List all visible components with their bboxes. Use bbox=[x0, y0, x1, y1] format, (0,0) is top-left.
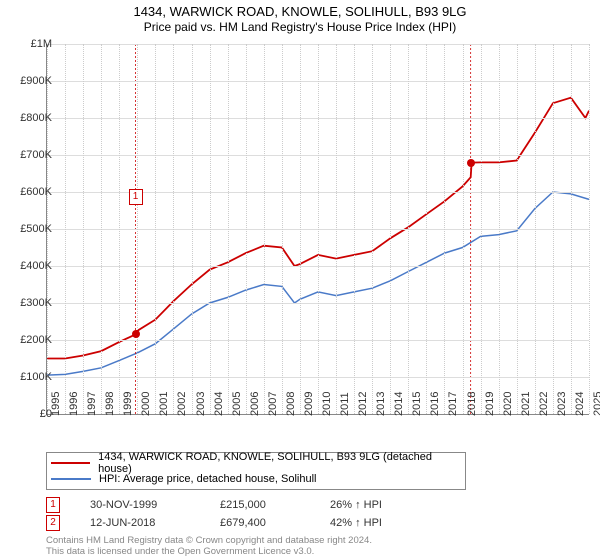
legend-label: 1434, WARWICK ROAD, KNOWLE, SOLIHULL, B9… bbox=[98, 451, 461, 475]
gridline-v bbox=[155, 44, 156, 414]
x-axis-label: 2000 bbox=[140, 392, 152, 416]
gridline-v bbox=[535, 44, 536, 414]
y-axis-label: £200K bbox=[20, 334, 52, 346]
x-axis-label: 2013 bbox=[375, 392, 387, 416]
legend-label: HPI: Average price, detached house, Soli… bbox=[99, 473, 317, 485]
x-axis-label: 2014 bbox=[393, 392, 405, 416]
gridline-v bbox=[499, 44, 500, 414]
gridline-v bbox=[173, 44, 174, 414]
transaction-date: 30-NOV-1999 bbox=[90, 499, 190, 511]
y-axis-label: £400K bbox=[20, 260, 52, 272]
gridline-v bbox=[282, 44, 283, 414]
legend-swatch bbox=[51, 478, 91, 480]
transaction-delta: 42% ↑ HPI bbox=[330, 517, 382, 529]
x-axis-label: 1997 bbox=[86, 392, 98, 416]
y-axis-label: £100K bbox=[20, 371, 52, 383]
x-axis-label: 2010 bbox=[321, 392, 333, 416]
y-axis-label: £800K bbox=[20, 112, 52, 124]
y-axis-label: £300K bbox=[20, 297, 52, 309]
x-axis-label: 2017 bbox=[447, 392, 459, 416]
x-axis-label: 2004 bbox=[213, 392, 225, 416]
x-axis-label: 2024 bbox=[574, 392, 586, 416]
gridline-v bbox=[354, 44, 355, 414]
gridline-v bbox=[408, 44, 409, 414]
transaction-delta: 26% ↑ HPI bbox=[330, 499, 382, 511]
x-axis-label: 2016 bbox=[429, 392, 441, 416]
x-axis-label: 2012 bbox=[357, 392, 369, 416]
transaction-marker: 1 bbox=[46, 497, 60, 513]
x-axis-label: 2011 bbox=[339, 392, 351, 416]
x-axis-label: 2009 bbox=[303, 392, 315, 416]
x-axis-label: 2001 bbox=[158, 392, 170, 416]
gridline-v bbox=[264, 44, 265, 414]
x-axis-label: 2021 bbox=[520, 392, 532, 416]
chart-title-2: Price paid vs. HM Land Registry's House … bbox=[0, 20, 600, 34]
x-axis-label: 2022 bbox=[538, 392, 550, 416]
chart-title-1: 1434, WARWICK ROAD, KNOWLE, SOLIHULL, B9… bbox=[0, 4, 600, 19]
gridline-v bbox=[246, 44, 247, 414]
chart-plot-area: 12 bbox=[46, 44, 589, 415]
gridline-v bbox=[553, 44, 554, 414]
x-axis-label: 2019 bbox=[484, 392, 496, 416]
y-axis-label: £1M bbox=[31, 38, 52, 50]
gridline-v bbox=[426, 44, 427, 414]
y-axis-label: £600K bbox=[20, 186, 52, 198]
x-axis-label: 2006 bbox=[249, 392, 261, 416]
legend: 1434, WARWICK ROAD, KNOWLE, SOLIHULL, B9… bbox=[46, 452, 466, 490]
x-axis-label: 2003 bbox=[195, 392, 207, 416]
gridline-v bbox=[137, 44, 138, 414]
gridline-v bbox=[336, 44, 337, 414]
transaction-table: 1 30-NOV-1999 £215,000 26% ↑ HPI 2 12-JUN-201… bbox=[46, 496, 382, 532]
gridline-v bbox=[589, 44, 590, 414]
gridline-v bbox=[210, 44, 211, 414]
y-axis-label: £900K bbox=[20, 75, 52, 87]
gridline-v bbox=[372, 44, 373, 414]
x-axis-label: 1999 bbox=[122, 392, 134, 416]
footer-attribution: Contains HM Land Registry data © Crown c… bbox=[46, 536, 372, 558]
x-axis-label: 2007 bbox=[267, 392, 279, 416]
transaction-row: 2 12-JUN-2018 £679,400 42% ↑ HPI bbox=[46, 514, 382, 532]
gridline-v bbox=[83, 44, 84, 414]
marker-dot bbox=[132, 330, 140, 338]
gridline-v bbox=[101, 44, 102, 414]
x-axis-label: 2015 bbox=[411, 392, 423, 416]
y-axis-label: £700K bbox=[20, 149, 52, 161]
gridline-v bbox=[571, 44, 572, 414]
gridline-v bbox=[228, 44, 229, 414]
gridline-v bbox=[390, 44, 391, 414]
legend-row: 1434, WARWICK ROAD, KNOWLE, SOLIHULL, B9… bbox=[51, 455, 461, 471]
x-axis-label: 2018 bbox=[466, 392, 478, 416]
x-axis-label: 2008 bbox=[285, 392, 297, 416]
footer-line-2: This data is licensed under the Open Gov… bbox=[46, 547, 372, 558]
transaction-row: 1 30-NOV-1999 £215,000 26% ↑ HPI bbox=[46, 496, 382, 514]
gridline-v bbox=[481, 44, 482, 414]
x-axis-label: 1996 bbox=[68, 392, 80, 416]
x-axis-label: 2023 bbox=[556, 392, 568, 416]
transaction-date: 12-JUN-2018 bbox=[90, 517, 190, 529]
gridline-v bbox=[463, 44, 464, 414]
legend-swatch bbox=[51, 462, 90, 464]
gridline-v bbox=[65, 44, 66, 414]
x-axis-label: 1995 bbox=[50, 392, 62, 416]
y-axis-label: £500K bbox=[20, 223, 52, 235]
transaction-price: £215,000 bbox=[220, 499, 300, 511]
x-axis-label: 2005 bbox=[231, 392, 243, 416]
gridline-v bbox=[192, 44, 193, 414]
gridline-v bbox=[119, 44, 120, 414]
x-axis-label: 2020 bbox=[502, 392, 514, 416]
marker-dot bbox=[467, 159, 475, 167]
transaction-marker: 2 bbox=[46, 515, 60, 531]
gridline-v bbox=[318, 44, 319, 414]
x-axis-label: 1998 bbox=[104, 392, 116, 416]
x-axis-label: 2002 bbox=[176, 392, 188, 416]
transaction-price: £679,400 bbox=[220, 517, 300, 529]
marker-label-box: 1 bbox=[129, 189, 143, 205]
gridline-v bbox=[517, 44, 518, 414]
x-axis-label: 2025 bbox=[592, 392, 600, 416]
gridline-v bbox=[300, 44, 301, 414]
gridline-v bbox=[444, 44, 445, 414]
